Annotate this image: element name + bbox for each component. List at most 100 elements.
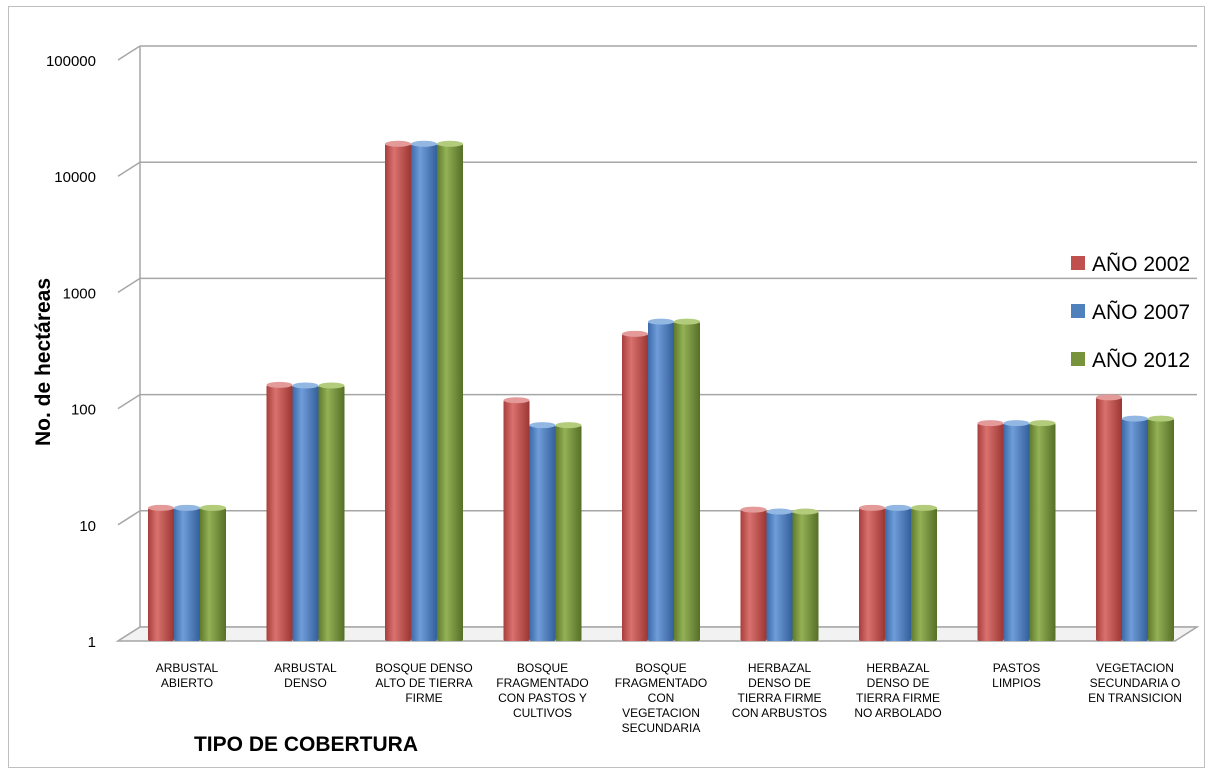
x-axis-label: TIPO DE COBERTURA bbox=[194, 733, 418, 756]
bar-top bbox=[318, 382, 345, 389]
bar bbox=[411, 140, 437, 641]
bar bbox=[555, 422, 582, 641]
bar-body bbox=[740, 509, 767, 641]
legend-label: AÑO 2012 bbox=[1092, 348, 1190, 372]
bar-top bbox=[411, 140, 437, 147]
legend-label: AÑO 2007 bbox=[1092, 300, 1190, 324]
y-axis-ticks: 100000 10000 1000 100 10 1 bbox=[46, 53, 96, 651]
bar-body bbox=[1096, 397, 1122, 641]
bar-top bbox=[674, 318, 700, 325]
bar bbox=[648, 318, 674, 641]
bar bbox=[174, 504, 200, 641]
bar-top bbox=[1029, 420, 1056, 427]
bar bbox=[1122, 415, 1148, 641]
bar-top bbox=[555, 422, 582, 429]
bar-top bbox=[1003, 420, 1030, 427]
bar bbox=[1096, 394, 1122, 641]
legend: AÑO 2002 AÑO 2007 AÑO 2012 bbox=[1071, 252, 1190, 372]
bar bbox=[503, 397, 530, 641]
x-category-label: HERBAZAL DENSO DE TIERRA FIRME CON ARBUSTOS bbox=[732, 661, 827, 720]
bar bbox=[859, 504, 885, 641]
bar bbox=[385, 140, 411, 641]
bar bbox=[740, 506, 767, 641]
bar-top bbox=[1122, 415, 1148, 422]
gridline-diagonal bbox=[117, 277, 141, 294]
y-tick-label: 1 bbox=[88, 634, 96, 651]
bar-top bbox=[911, 504, 937, 511]
bar-top bbox=[385, 140, 411, 147]
bar bbox=[529, 422, 556, 641]
x-category-label: VEGETACION SECUNDARIA O EN TRANSICION bbox=[1088, 661, 1182, 705]
bar-top bbox=[437, 140, 463, 147]
bar bbox=[292, 382, 319, 641]
bar-body bbox=[200, 507, 226, 641]
bar bbox=[766, 508, 793, 641]
x-category-label: HERBAZAL DENSO DE TIERRA FIRME NO ARBOLADO bbox=[854, 661, 941, 720]
bar bbox=[885, 504, 911, 641]
bar-top bbox=[1096, 394, 1122, 401]
bar-body bbox=[148, 507, 174, 641]
legend-swatch bbox=[1071, 352, 1085, 366]
bar-body bbox=[411, 143, 437, 641]
bar bbox=[148, 504, 174, 641]
bar-top bbox=[503, 397, 530, 404]
bar-top bbox=[648, 318, 674, 325]
legend-swatch bbox=[1071, 304, 1085, 318]
x-category-label: ARBUSTAL ABIERTO bbox=[156, 661, 219, 690]
x-axis-categories: ARBUSTAL ABIERTO ARBUSTAL DENSO BOSQUE DENSO… bbox=[156, 661, 1182, 735]
bar bbox=[977, 420, 1004, 641]
bar-top bbox=[977, 420, 1004, 427]
bars bbox=[148, 140, 1174, 641]
bar-top bbox=[792, 508, 819, 515]
gridline-diagonal bbox=[117, 45, 141, 61]
bar-top bbox=[622, 330, 648, 337]
bar-body bbox=[622, 333, 648, 641]
bar-body bbox=[318, 385, 345, 641]
bar-top bbox=[292, 382, 319, 389]
bar-top bbox=[1148, 415, 1174, 422]
bar-body bbox=[911, 507, 937, 641]
y-tick-label: 1000 bbox=[63, 285, 96, 302]
y-tick-label: 100 bbox=[71, 402, 96, 419]
bar-body bbox=[766, 511, 793, 641]
bar-body bbox=[648, 321, 674, 641]
bar-body bbox=[437, 143, 463, 641]
bar-top bbox=[148, 504, 174, 511]
bar-top bbox=[766, 508, 793, 515]
bar-top bbox=[529, 422, 556, 429]
bar bbox=[622, 330, 648, 641]
x-category-label: BOSQUE DENSO ALTO DE TIERRA FIRME bbox=[375, 661, 472, 705]
x-category-label: BOSQUE FRAGMENTADO CON PASTOS Y CULTIVOS bbox=[496, 661, 588, 720]
bar bbox=[1029, 420, 1056, 641]
legend-swatch bbox=[1071, 256, 1085, 270]
bar-body bbox=[885, 507, 911, 641]
bar-body bbox=[1029, 423, 1056, 641]
bar-body bbox=[977, 423, 1004, 641]
bar bbox=[266, 381, 293, 641]
bar bbox=[1148, 415, 1174, 641]
bar-body bbox=[1122, 418, 1148, 641]
bar-top bbox=[200, 504, 226, 511]
bar-top bbox=[174, 504, 200, 511]
gridline-diagonal bbox=[117, 161, 141, 177]
gridline-diagonal bbox=[117, 393, 141, 410]
bar-body bbox=[1003, 423, 1030, 641]
bar bbox=[792, 508, 819, 641]
x-category-label: ARBUSTAL DENSO bbox=[274, 661, 337, 690]
bar bbox=[1003, 420, 1030, 641]
bar-body bbox=[674, 321, 700, 641]
x-category-label: BOSQUE FRAGMENTADO CON VEGETACION SECUNDARIA bbox=[615, 661, 707, 735]
bar-body bbox=[555, 425, 582, 641]
y-tick-label: 100000 bbox=[46, 53, 96, 70]
bar-body bbox=[174, 507, 200, 641]
y-tick-label: 10000 bbox=[54, 169, 96, 186]
bar-top bbox=[859, 504, 885, 511]
bar bbox=[200, 504, 226, 641]
bar-body bbox=[1148, 418, 1174, 641]
y-tick-label: 10 bbox=[79, 518, 96, 535]
bar-top bbox=[885, 504, 911, 511]
bar-body bbox=[529, 425, 556, 641]
bar-body bbox=[859, 507, 885, 641]
bar-body bbox=[503, 400, 530, 641]
